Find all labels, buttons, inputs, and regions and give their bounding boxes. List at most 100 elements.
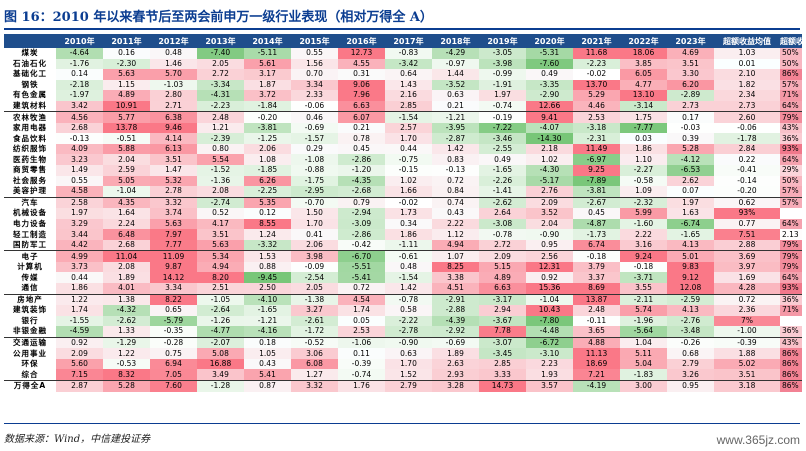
winrate-cell: 57% — [780, 186, 802, 198]
year-cell: 1.93 — [526, 369, 573, 381]
year-cell: 0.49 — [479, 154, 526, 166]
industry-name: 公用事业 — [13, 348, 47, 358]
year-cell: 7.21 — [573, 369, 620, 381]
mean-cell: -0.14 — [714, 175, 780, 187]
year-cell: 10.43 — [526, 305, 573, 316]
year-cell: -4.31 — [197, 90, 244, 101]
winrate-cell: 71% — [780, 305, 802, 316]
year-cell: -2.64 — [197, 305, 244, 316]
year-cell: 0.16 — [103, 48, 150, 59]
year-cell: 18.69 — [573, 358, 620, 370]
year-cell: -0.09 — [291, 261, 338, 273]
year-cell: 9.46 — [150, 122, 197, 134]
year-cell: -7.22 — [479, 122, 526, 134]
year-cell: 2.76 — [526, 186, 573, 198]
year-cell: 0.21 — [338, 122, 385, 134]
year-cell: 2.56 — [526, 250, 573, 262]
year-cell: 2.79 — [667, 358, 714, 370]
year-cell: -1.65 — [244, 305, 291, 316]
industry-name: 医药生物 — [13, 154, 47, 164]
year-cell: -2.07 — [197, 336, 244, 349]
year-cell: -1.52 — [197, 165, 244, 176]
year-cell: -2.95 — [291, 186, 338, 198]
year-cell: 2.22 — [620, 229, 667, 240]
year-cell: -3.32 — [244, 239, 291, 251]
year-cell: -2.87 — [432, 133, 479, 144]
year-cell: 6.20 — [667, 79, 714, 91]
year-cell: 3.49 — [197, 369, 244, 381]
year-cell: 2.24 — [103, 218, 150, 230]
year-cell: 3.17 — [244, 69, 291, 80]
year-cell: 1.44 — [432, 69, 479, 80]
year-cell: -5.79 — [150, 315, 197, 327]
year-cell: 5.15 — [479, 261, 526, 273]
industry-name: 综合 — [21, 369, 39, 379]
year-cell: 0.43 — [432, 208, 479, 219]
year-cell: -6.70 — [338, 250, 385, 262]
year-cell: 11.09 — [150, 250, 197, 262]
year-cell: 6.94 — [150, 358, 197, 370]
year-cell: 1.86 — [620, 143, 667, 155]
year-cell: -1.73 — [573, 229, 620, 240]
year-cell: 3.16 — [620, 239, 667, 251]
year-cell: 1.47 — [150, 165, 197, 176]
year-cell: -14.30 — [526, 133, 573, 144]
year-cell: 0.65 — [150, 305, 197, 316]
year-cell: 5.54 — [197, 154, 244, 166]
year-cell: 0.45 — [573, 208, 620, 219]
year-cell: 0.95 — [667, 379, 714, 392]
year-cell: -0.74 — [479, 100, 526, 112]
year-cell: 2.58 — [56, 196, 103, 209]
year-cell: 6.63 — [338, 100, 385, 112]
year-cell: 1.70 — [385, 133, 432, 144]
year-cell: 3.79 — [573, 261, 620, 273]
industry-name: 家用电器 — [13, 123, 47, 133]
year-cell: -1.21 — [432, 111, 479, 123]
year-cell: 3.74 — [150, 208, 197, 219]
year-cell: -7.60 — [526, 58, 573, 70]
year-cell: -1.65 — [667, 229, 714, 240]
year-cell: 6.74 — [573, 239, 620, 251]
year-cell: 4.89 — [103, 90, 150, 101]
year-cell: 5.60 — [56, 358, 103, 370]
year-cell: 6.08 — [291, 358, 338, 370]
year-cell: 2.51 — [197, 283, 244, 295]
year-cell: 1.21 — [197, 122, 244, 134]
year-cell: -2.89 — [667, 90, 714, 101]
year-cell: 1.75 — [620, 111, 667, 123]
year-cell: -2.78 — [385, 326, 432, 338]
year-cell: -0.19 — [479, 111, 526, 123]
year-cell: -1.41 — [479, 186, 526, 198]
mean-cell: 7% — [714, 315, 780, 327]
industry-name: 通信 — [21, 283, 39, 293]
year-cell: 4.13 — [667, 305, 714, 316]
year-cell: 1.97 — [56, 208, 103, 219]
year-cell: -3.07 — [479, 336, 526, 349]
year-cell: -0.03 — [667, 122, 714, 134]
year-cell: 4.51 — [432, 283, 479, 295]
year-cell: 0.80 — [197, 143, 244, 155]
year-cell: 1.56 — [291, 58, 338, 70]
year-cell: 0.34 — [385, 218, 432, 230]
year-cell: -4.30 — [526, 165, 573, 176]
year-cell: 1.86 — [56, 283, 103, 295]
year-cell: 1.02 — [526, 154, 573, 166]
year-cell: 7.60 — [150, 379, 197, 392]
header-col: 2010年 — [56, 34, 103, 48]
year-cell: 6.26 — [244, 175, 291, 187]
year-cell: 9.83 — [667, 261, 714, 273]
mean-cell: -1.00 — [714, 326, 780, 338]
table-row: 电力设备 3.29 2.24 5.63 4.17 8.55 1.70 -3.09 0.34 2.2… — [4, 218, 802, 230]
year-cell: -4.32 — [103, 305, 150, 316]
header-col: 2020年 — [526, 34, 573, 48]
year-cell: 1.27 — [291, 369, 338, 381]
year-cell: 4.09 — [56, 143, 103, 155]
year-cell: 1.43 — [385, 79, 432, 91]
year-cell: 4.42 — [56, 239, 103, 251]
year-cell: 3.52 — [526, 208, 573, 219]
year-cell: 4.13 — [667, 239, 714, 251]
winrate-cell: 71% — [780, 90, 802, 101]
year-cell: -1.05 — [197, 293, 244, 306]
table-row: 轻工制造 3.44 6.48 7.97 3.51 1.24 0.41 -2.86 1.86 1.1… — [4, 229, 802, 240]
year-cell: 3.38 — [432, 272, 479, 284]
